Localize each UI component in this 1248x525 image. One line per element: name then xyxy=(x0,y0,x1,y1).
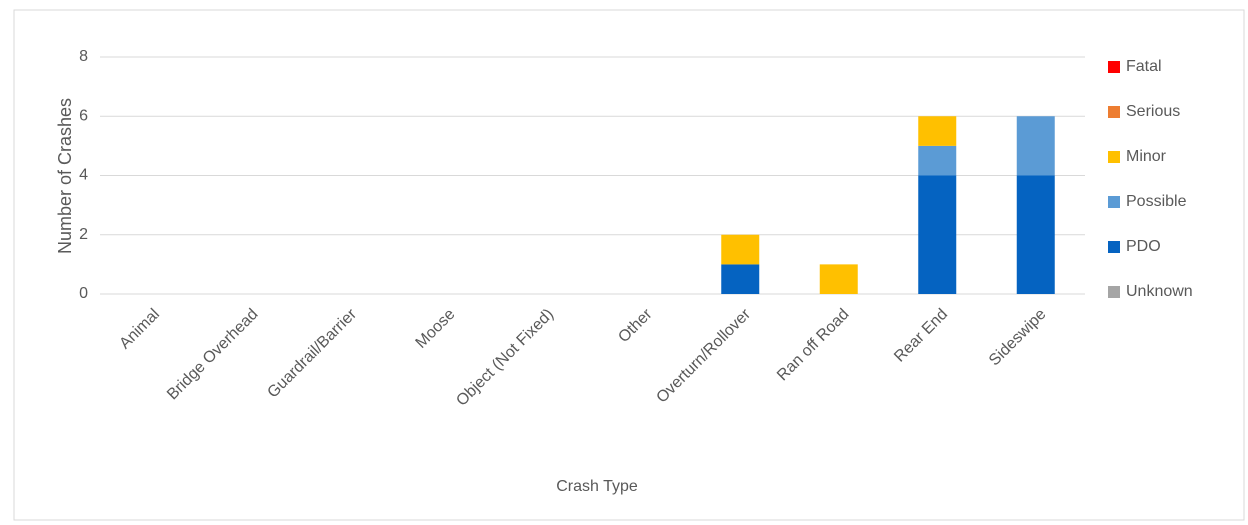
legend-swatch xyxy=(1108,61,1120,73)
y-tick-label: 4 xyxy=(79,167,88,184)
legend-label: PDO xyxy=(1126,238,1161,255)
bar-segment xyxy=(721,234,760,265)
bar-segment xyxy=(918,145,957,176)
bar-segment xyxy=(1016,175,1055,294)
bar-segment xyxy=(918,116,957,146)
legend-label: Possible xyxy=(1126,193,1187,210)
legend-swatch xyxy=(1108,286,1120,298)
x-axis-label: Crash Type xyxy=(556,478,638,495)
legend-swatch xyxy=(1108,151,1120,163)
y-axis-label: Number of Crashes xyxy=(55,98,75,254)
legend-swatch xyxy=(1108,196,1120,208)
legend-label: Minor xyxy=(1126,148,1167,165)
chart-border xyxy=(13,9,1245,521)
y-tick-label: 0 xyxy=(79,285,88,302)
y-tick-label: 8 xyxy=(79,48,88,65)
legend-swatch xyxy=(1108,106,1120,118)
bar-segment xyxy=(721,264,760,294)
bar-segment xyxy=(819,264,858,294)
legend-label: Fatal xyxy=(1126,58,1162,75)
y-tick-label: 6 xyxy=(79,107,88,124)
legend-label: Serious xyxy=(1126,103,1180,120)
legend-label: Unknown xyxy=(1126,283,1193,300)
bar-segment xyxy=(918,175,957,294)
bar-segment xyxy=(1016,116,1055,176)
legend-swatch xyxy=(1108,241,1120,253)
y-tick-label: 2 xyxy=(79,226,88,243)
